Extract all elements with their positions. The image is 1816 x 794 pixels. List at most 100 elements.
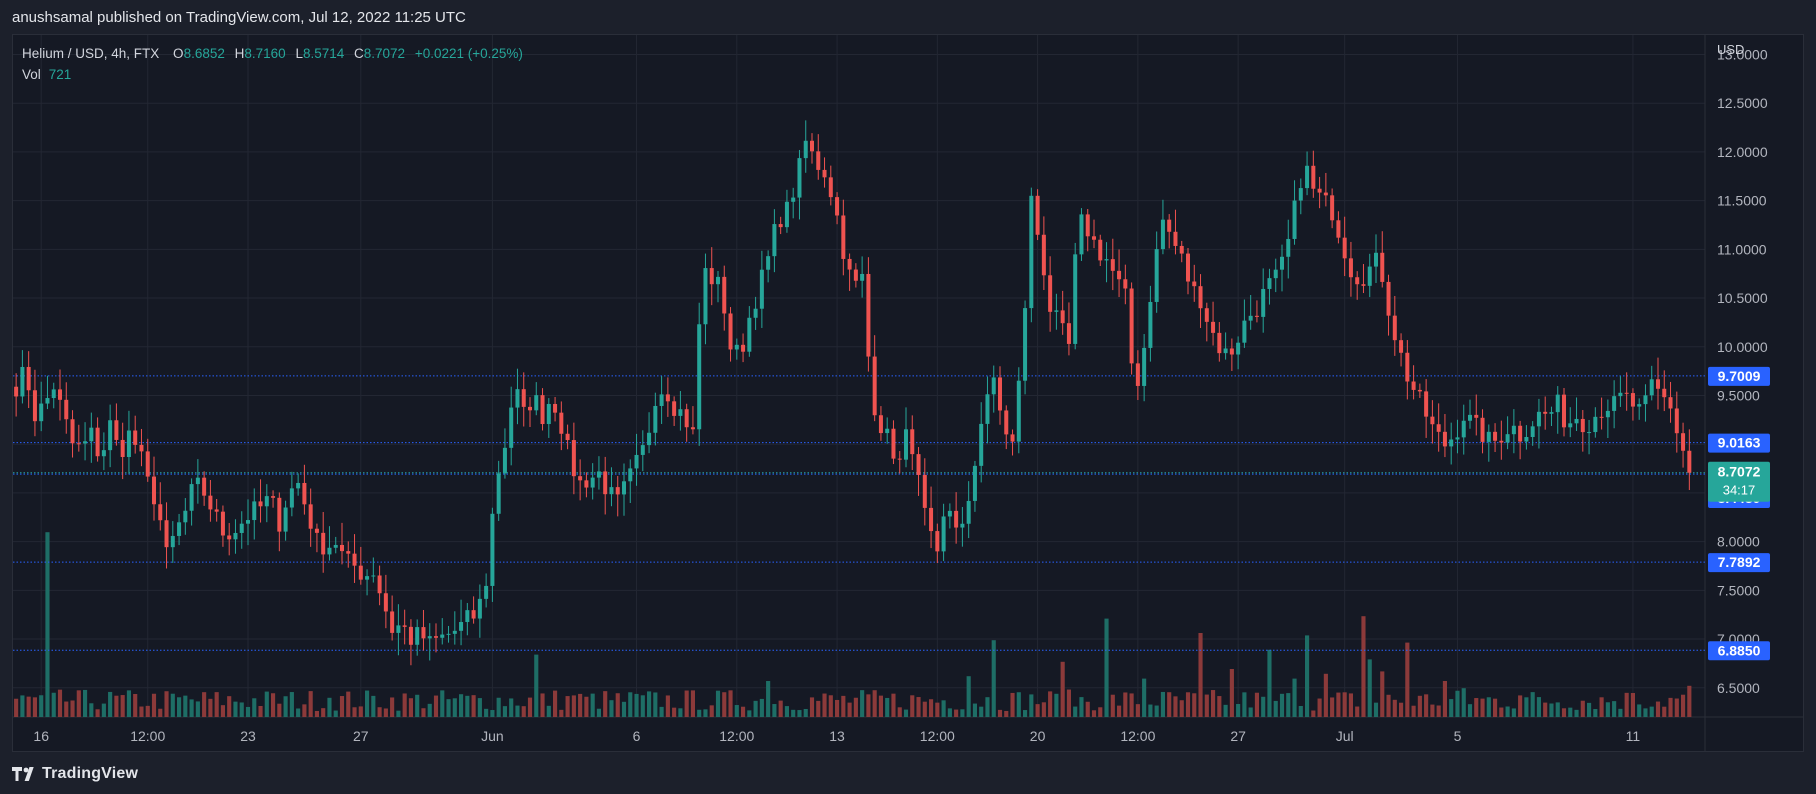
candle-body[interactable] <box>1355 277 1360 285</box>
candle-body[interactable] <box>183 510 188 523</box>
candle-body[interactable] <box>1154 249 1159 302</box>
candle-body[interactable] <box>477 598 482 619</box>
candle-body[interactable] <box>465 610 470 623</box>
candle-body[interactable] <box>1035 195 1040 235</box>
candle-body[interactable] <box>1612 396 1617 411</box>
candle-body[interactable] <box>540 395 545 425</box>
candle-body[interactable] <box>1254 315 1259 317</box>
candle-body[interactable] <box>759 269 764 309</box>
candle-body[interactable] <box>45 398 50 404</box>
candle-body[interactable] <box>1085 214 1090 237</box>
candle-body[interactable] <box>885 428 890 434</box>
candle-body[interactable] <box>929 507 934 532</box>
candle-body[interactable] <box>70 419 75 444</box>
candle-body[interactable] <box>1674 408 1679 434</box>
candle-body[interactable] <box>177 522 182 536</box>
candle-body[interactable] <box>709 268 714 285</box>
candle-body[interactable] <box>1568 423 1573 428</box>
candle-body[interactable] <box>835 197 840 216</box>
candle-body[interactable] <box>1023 308 1028 381</box>
candle-body[interactable] <box>1242 320 1247 343</box>
candle-body[interactable] <box>609 487 614 495</box>
candle-body[interactable] <box>1373 252 1379 267</box>
candle-body[interactable] <box>264 496 269 507</box>
candle-body[interactable] <box>1530 426 1535 438</box>
candle-body[interactable] <box>891 428 896 459</box>
candle-body[interactable] <box>728 313 733 350</box>
candle-body[interactable] <box>1668 397 1673 409</box>
candle-body[interactable] <box>715 276 721 285</box>
candle-body[interactable] <box>1455 437 1460 440</box>
footer-brand[interactable]: TradingView <box>12 762 138 786</box>
candle-body[interactable] <box>1098 239 1103 261</box>
candle-body[interactable] <box>145 451 150 477</box>
candle-body[interactable] <box>1010 434 1015 442</box>
candle-body[interactable] <box>803 140 808 159</box>
candle-body[interactable] <box>1073 254 1078 344</box>
candle-body[interactable] <box>910 429 915 455</box>
candle-body[interactable] <box>546 403 551 425</box>
candle-body[interactable] <box>1160 219 1165 250</box>
candle-body[interactable] <box>665 394 670 402</box>
candle-body[interactable] <box>245 520 251 524</box>
candle-body[interactable] <box>1367 266 1372 286</box>
candle-body[interactable] <box>1430 416 1435 425</box>
candle-body[interactable] <box>584 480 589 488</box>
candle-body[interactable] <box>1361 284 1366 286</box>
candle-body[interactable] <box>903 429 909 460</box>
candle-body[interactable] <box>120 439 125 458</box>
candle-body[interactable] <box>935 531 940 552</box>
candle-body[interactable] <box>1041 234 1046 276</box>
candle-body[interactable] <box>1223 348 1228 354</box>
candle-body[interactable] <box>327 547 332 555</box>
candle-body[interactable] <box>1599 416 1604 418</box>
candle-body[interactable] <box>766 256 771 270</box>
candle-body[interactable] <box>991 377 996 395</box>
candle-body[interactable] <box>954 510 959 528</box>
candle-body[interactable] <box>659 394 664 406</box>
candle-body[interactable] <box>1555 394 1560 413</box>
candle-body[interactable] <box>14 386 19 397</box>
candle-body[interactable] <box>527 406 533 411</box>
candle-body[interactable] <box>784 201 789 228</box>
candle-body[interactable] <box>797 158 802 198</box>
plot-area[interactable] <box>13 35 1705 717</box>
candle-body[interactable] <box>408 626 413 645</box>
candle-body[interactable] <box>358 565 363 580</box>
candle-body[interactable] <box>747 317 752 352</box>
candle-body[interactable] <box>860 273 865 281</box>
candle-body[interactable] <box>1029 195 1034 309</box>
candle-body[interactable] <box>208 495 213 510</box>
candle-body[interactable] <box>1229 348 1234 355</box>
candle-body[interactable] <box>1286 238 1291 257</box>
candle-body[interactable] <box>390 611 395 633</box>
candle-body[interactable] <box>1474 414 1479 418</box>
candle-body[interactable] <box>1561 394 1567 428</box>
candle-body[interactable] <box>753 308 758 318</box>
candle-body[interactable] <box>1236 342 1241 355</box>
candle-body[interactable] <box>214 509 219 512</box>
candle-body[interactable] <box>1436 424 1441 432</box>
candle-body[interactable] <box>51 389 56 399</box>
candle-body[interactable] <box>195 477 200 485</box>
candle-body[interactable] <box>1135 363 1140 386</box>
candle-body[interactable] <box>239 523 244 533</box>
candle-body[interactable] <box>352 553 357 566</box>
candle-body[interactable] <box>396 625 401 633</box>
candle-body[interactable] <box>1198 286 1203 309</box>
candle-body[interactable] <box>1442 431 1447 447</box>
candle-body[interactable] <box>133 430 138 445</box>
candle-body[interactable] <box>1505 434 1510 443</box>
candle-body[interactable] <box>1079 214 1084 255</box>
candle-body[interactable] <box>1117 270 1122 280</box>
candle-body[interactable] <box>1493 431 1498 441</box>
symbol-label[interactable]: Helium / USD, 4h, FTX <box>22 46 160 61</box>
candle-body[interactable] <box>1637 404 1642 407</box>
candle-body[interactable] <box>1499 440 1504 443</box>
candle-body[interactable] <box>101 450 106 457</box>
candle-body[interactable] <box>371 575 376 577</box>
candle-body[interactable] <box>1066 323 1071 344</box>
candle-body[interactable] <box>289 488 294 508</box>
candle-body[interactable] <box>1142 347 1147 386</box>
candle-body[interactable] <box>383 593 388 612</box>
